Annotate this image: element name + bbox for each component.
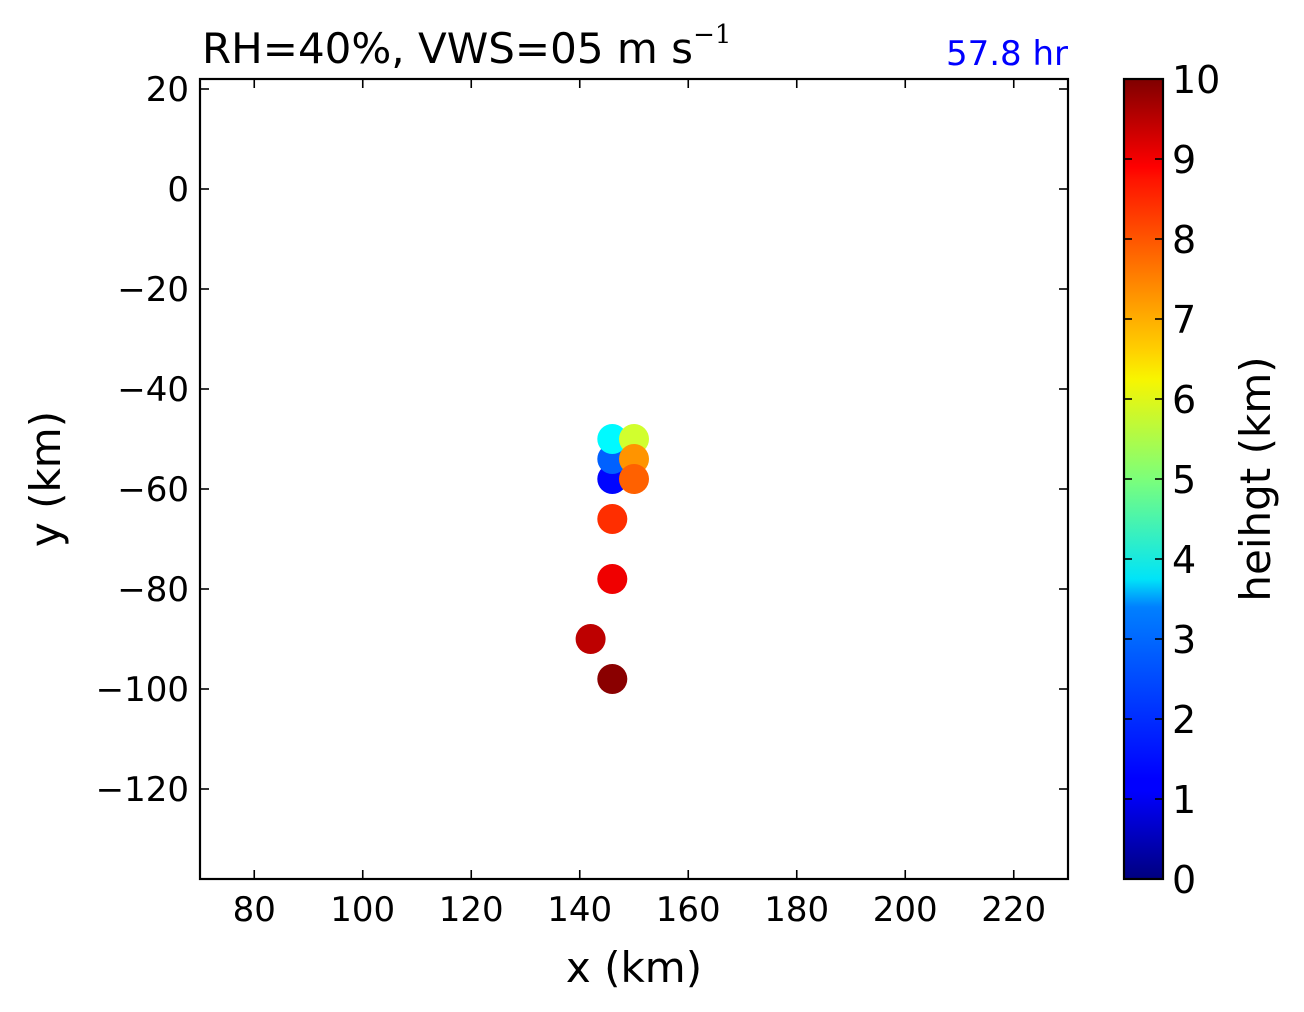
y-tick-label: −80: [117, 570, 189, 610]
colorbar-ticks: [1124, 78, 1163, 880]
x-axis-label: x (km): [566, 943, 702, 992]
x-tick-label: 160: [656, 890, 721, 930]
colorbar-tick-label: 6: [1172, 378, 1196, 422]
y-tick-label: 20: [146, 70, 189, 110]
y-tick-label: 0: [167, 170, 189, 210]
colorbar-tick-label: 5: [1172, 458, 1196, 502]
x-tick-label: 200: [873, 890, 938, 930]
y-tick-label: −60: [117, 470, 189, 510]
x-tick-label: 140: [547, 890, 612, 930]
x-tick-label: 80: [233, 890, 276, 930]
chart-title: RH=40%, VWS=05 m s−1: [202, 20, 731, 73]
y-tick-label: −100: [96, 670, 189, 710]
scatter-point: [597, 664, 628, 694]
colorbar-tick-label: 9: [1172, 138, 1196, 182]
x-tick-label: 180: [764, 890, 829, 930]
data-points: [575, 424, 649, 694]
colorbar-tick-label: 10: [1172, 58, 1220, 102]
x-tick-label: 100: [330, 890, 395, 930]
y-tick-label: −120: [96, 770, 189, 810]
colorbar-label: heihgt (km): [1231, 356, 1280, 601]
scatter-point: [597, 564, 628, 594]
colorbar-tick-labels: 0 1 2 3 4 5 6 7 8 9 10: [1172, 58, 1220, 902]
x-tick-label: 120: [439, 890, 504, 930]
chart-title-superscript: −1: [693, 20, 731, 50]
colorbar-tick-label: 7: [1172, 298, 1196, 342]
colorbar-tick-label: 4: [1172, 538, 1196, 582]
axis-ticks: [200, 79, 1068, 879]
colorbar-tick-label: 0: [1172, 858, 1196, 902]
colorbar-tick-label: 1: [1172, 778, 1196, 822]
scatter-point: [597, 504, 628, 534]
scatter-point: [619, 464, 649, 494]
y-axis-label: y (km): [21, 411, 70, 547]
y-tick-label: −40: [117, 370, 189, 410]
time-label: 57.8 hr: [946, 34, 1068, 74]
x-tick-labels: 80 100 120 140 160 180 200 220: [233, 890, 1047, 930]
colorbar-tick-label: 8: [1172, 218, 1196, 262]
y-tick-labels: 20 0 −20 −40 −60 −80 −100 −120: [96, 70, 189, 810]
y-tick-label: −20: [117, 270, 189, 310]
scatter-point: [597, 424, 628, 454]
x-tick-label: 220: [981, 890, 1046, 930]
colorbar-tick-label: 2: [1172, 698, 1196, 742]
colorbar-tick-label: 3: [1172, 618, 1196, 662]
scatter-point: [575, 624, 606, 654]
